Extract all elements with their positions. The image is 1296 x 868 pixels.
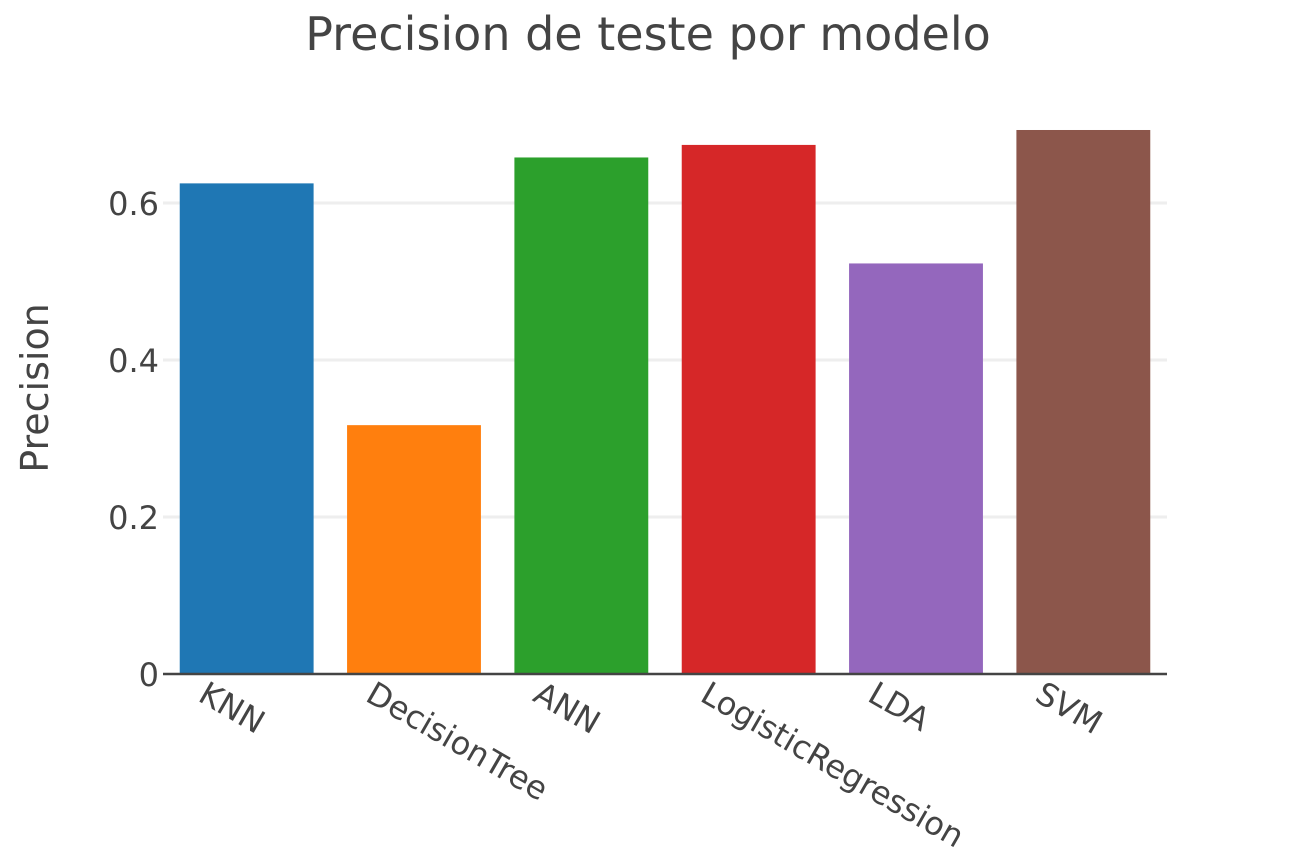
bar-ann[interactable] xyxy=(514,157,649,675)
chart-title: Precision de teste por modelo xyxy=(305,7,991,61)
y-tick-label: 0.4 xyxy=(108,342,159,380)
y-axis-title: Precision xyxy=(13,303,57,473)
bar-svm[interactable] xyxy=(1016,129,1151,674)
y-tick-label: 0.6 xyxy=(108,185,159,223)
bar-lda[interactable] xyxy=(849,263,983,674)
y-tick-label: 0.2 xyxy=(108,499,159,537)
gridlines xyxy=(163,201,1167,519)
x-tick-label-knn: KNN xyxy=(193,674,272,741)
bar-logisticregression[interactable] xyxy=(681,144,816,674)
y-tick-label: 0 xyxy=(139,656,159,694)
bars xyxy=(179,129,1151,675)
bar-knn[interactable] xyxy=(179,183,314,674)
bar-decisiontree[interactable] xyxy=(347,425,481,674)
x-tick-label-lda: LDA xyxy=(862,674,936,739)
y-tick-labels: 0 0.2 0.4 0.6 xyxy=(108,185,159,694)
x-tick-label-svm: SVM xyxy=(1029,674,1108,742)
x-tick-label-ann: ANN xyxy=(527,674,606,742)
x-tick-label-decisiontree: DecisionTree xyxy=(360,674,555,808)
